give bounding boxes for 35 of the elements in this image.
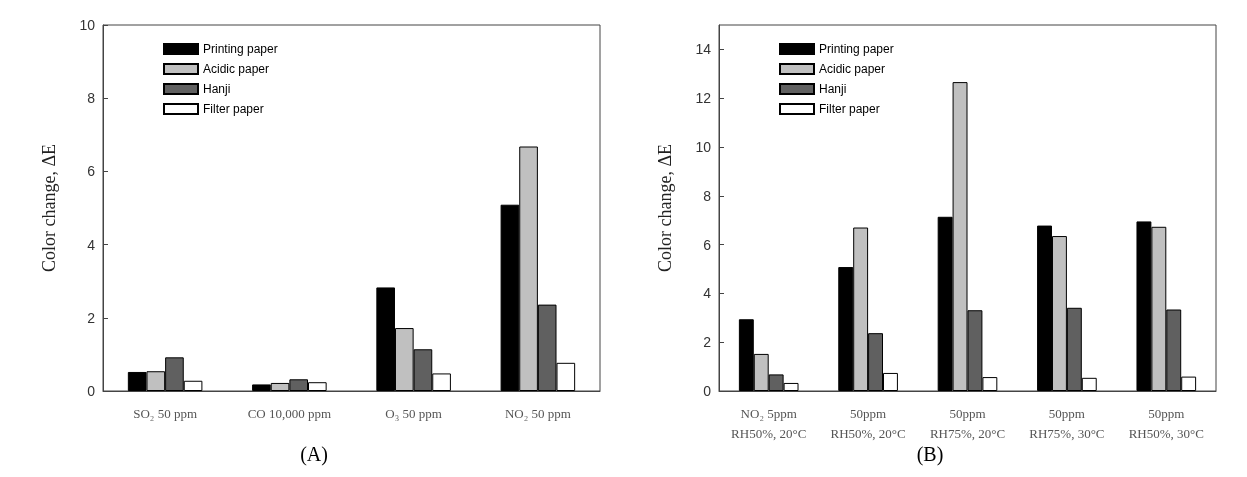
y-tick-label: 2 — [703, 334, 712, 351]
y-tick-label: 8 — [703, 187, 712, 204]
legend-label: Printing paper — [203, 42, 278, 56]
y-tick-label: 6 — [87, 163, 96, 180]
y-tick-label: 0 — [87, 383, 96, 399]
x-tick-label: 50ppm RH50%, 20°C — [830, 405, 906, 441]
x-tick-label: NO₂ 50 ppm — [504, 405, 571, 421]
y-axis-title: Color change, ΔE — [655, 143, 675, 273]
y-tick-label: 8 — [87, 90, 96, 107]
text: (B) — [916, 443, 944, 466]
legend-label: Filter paper — [203, 102, 264, 116]
legend-label: Printing paper — [819, 42, 894, 56]
y-tick-label: 2 — [87, 309, 96, 326]
x-tick-label: CO 10,000 ppm — [247, 405, 332, 421]
legend-label: Hanji — [203, 82, 231, 96]
x-tick-label: 50ppm RH50%, 30°C — [1128, 405, 1204, 441]
legend-label: Hanji — [819, 82, 847, 96]
x-tick-label: 50ppm RH75%, 30°C — [1029, 405, 1105, 441]
y-tick-label: 10 — [79, 17, 96, 33]
text: (A) — [300, 443, 328, 466]
x-tick-label: O₃ 50 ppm — [385, 405, 442, 421]
y-tick-label: 10 — [695, 139, 712, 155]
x-tick-label: SO₂ 50 ppm — [133, 405, 198, 421]
y-axis-title: Color change, ΔE — [39, 143, 59, 273]
legend-label: Acidic paper — [203, 62, 270, 76]
y-tick-label: 4 — [703, 285, 712, 302]
y-tick-label: 0 — [703, 383, 712, 399]
legend-label: Filter paper — [819, 102, 880, 116]
y-tick-label: 14 — [695, 41, 712, 58]
legend-label: Acidic paper — [819, 62, 886, 76]
y-tick-label: 12 — [695, 90, 712, 107]
y-tick-label: 4 — [87, 236, 96, 253]
y-tick-label: 6 — [703, 236, 712, 253]
x-tick-label: 50ppm RH75%, 20°C — [929, 405, 1006, 441]
x-tick-label: NO₂ 5ppm RH50%, 20°C — [731, 405, 807, 441]
